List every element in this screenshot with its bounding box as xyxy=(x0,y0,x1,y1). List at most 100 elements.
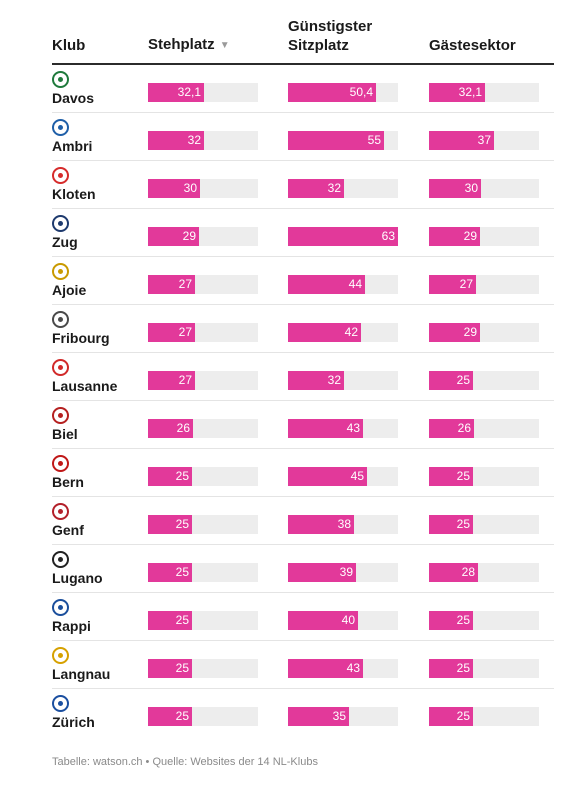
source-note: Tabelle: watson.ch • Quelle: Websites de… xyxy=(52,756,318,768)
bar-sitzplatz-track: 63 xyxy=(288,227,398,246)
header-divider xyxy=(52,63,554,65)
club-name: Ajoie xyxy=(52,282,87,298)
bar-stehplatz: 32 xyxy=(148,131,204,150)
bar-stehplatz-track: 25 xyxy=(148,611,258,630)
bar-stehplatz-track: 30 xyxy=(148,179,258,198)
table-row: Fribourg 27 42 29 xyxy=(52,305,554,353)
bar-sitzplatz: 32 xyxy=(288,371,344,390)
bar-sitzplatz-track: 44 xyxy=(288,275,398,294)
table-row: Genf 25 38 25 xyxy=(52,497,554,545)
club-logo-icon xyxy=(52,167,69,184)
bar-gaestesektor: 30 xyxy=(429,179,481,198)
bar-stehplatz-track: 25 xyxy=(148,467,258,486)
column-header-sitzplatz[interactable]: Günstigster Sitzplatz xyxy=(288,18,373,54)
bar-sitzplatz: 35 xyxy=(288,707,349,726)
bar-gaestesektor-track: 25 xyxy=(429,467,539,486)
bar-stehplatz: 25 xyxy=(148,467,192,486)
club-name: Biel xyxy=(52,426,78,442)
club-logo-icon xyxy=(52,263,69,280)
bar-stehplatz: 25 xyxy=(148,611,192,630)
club-name: Genf xyxy=(52,522,84,538)
club-name: Bern xyxy=(52,474,84,490)
bar-gaestesektor: 29 xyxy=(429,227,480,246)
bar-gaestesektor-track: 37 xyxy=(429,131,539,150)
club-logo-icon xyxy=(52,215,69,232)
club-name: Lausanne xyxy=(52,378,118,394)
bar-sitzplatz: 55 xyxy=(288,131,384,150)
table-row: Zug 29 63 29 xyxy=(52,209,554,257)
club-logo-icon xyxy=(52,647,69,664)
bar-gaestesektor-track: 28 xyxy=(429,563,539,582)
price-table: Klub Stehplatz ▼ Günstigster Sitzplatz Gä… xyxy=(52,0,554,737)
bar-sitzplatz: 42 xyxy=(288,323,361,342)
bar-sitzplatz-track: 42 xyxy=(288,323,398,342)
column-header-klub[interactable]: Klub xyxy=(52,37,86,54)
sort-descending-icon[interactable]: ▼ xyxy=(219,40,230,51)
bar-stehplatz-track: 27 xyxy=(148,323,258,342)
bar-sitzplatz-track: 35 xyxy=(288,707,398,726)
bar-sitzplatz: 38 xyxy=(288,515,354,534)
club-name: Lugano xyxy=(52,570,103,586)
club-logo-icon xyxy=(52,455,69,472)
bar-sitzplatz-track: 32 xyxy=(288,179,398,198)
table-row: Lugano 25 39 28 xyxy=(52,545,554,593)
bar-sitzplatz: 63 xyxy=(288,227,398,246)
bar-gaestesektor-track: 26 xyxy=(429,419,539,438)
bar-stehplatz: 25 xyxy=(148,563,192,582)
table-row: Zürich 25 35 25 xyxy=(52,689,554,737)
bar-sitzplatz: 43 xyxy=(288,419,363,438)
bar-stehplatz: 26 xyxy=(148,419,193,438)
bar-sitzplatz-track: 50,4 xyxy=(288,83,398,102)
bar-gaestesektor: 32,1 xyxy=(429,83,485,102)
bar-stehplatz: 27 xyxy=(148,323,195,342)
bar-gaestesektor-track: 27 xyxy=(429,275,539,294)
bar-gaestesektor: 27 xyxy=(429,275,476,294)
table-row: Lausanne 27 32 25 xyxy=(52,353,554,401)
bar-gaestesektor-track: 32,1 xyxy=(429,83,539,102)
club-logo-icon xyxy=(52,407,69,424)
table-row: Rappi 25 40 25 xyxy=(52,593,554,641)
club-name: Rappi xyxy=(52,618,91,634)
bar-sitzplatz: 45 xyxy=(288,467,367,486)
bar-sitzplatz-track: 43 xyxy=(288,419,398,438)
table-row: Langnau 25 43 25 xyxy=(52,641,554,689)
bar-gaestesektor: 25 xyxy=(429,611,473,630)
bar-sitzplatz: 39 xyxy=(288,563,356,582)
club-logo-icon xyxy=(52,311,69,328)
club-logo-icon xyxy=(52,359,69,376)
club-logo-icon xyxy=(52,71,69,88)
club-name: Zürich xyxy=(52,714,95,730)
table-row: Ajoie 27 44 27 xyxy=(52,257,554,305)
bar-stehplatz-track: 25 xyxy=(148,707,258,726)
column-header-stehplatz[interactable]: Stehplatz ▼ xyxy=(148,36,230,53)
bar-stehplatz-track: 27 xyxy=(148,275,258,294)
bar-sitzplatz-track: 39 xyxy=(288,563,398,582)
bar-gaestesektor: 28 xyxy=(429,563,478,582)
bar-gaestesektor-track: 29 xyxy=(429,323,539,342)
club-logo-icon xyxy=(52,503,69,520)
bar-gaestesektor: 25 xyxy=(429,467,473,486)
club-name: Langnau xyxy=(52,666,111,682)
table-body: Davos 32,1 50,4 32,1 Ambri 32 55 37 Kloten 30 32 30… xyxy=(52,65,554,737)
bar-stehplatz-track: 32,1 xyxy=(148,83,258,102)
bar-stehplatz: 25 xyxy=(148,707,192,726)
bar-sitzplatz: 50,4 xyxy=(288,83,376,102)
bar-gaestesektor: 25 xyxy=(429,371,473,390)
bar-stehplatz-track: 25 xyxy=(148,563,258,582)
club-logo-icon xyxy=(52,695,69,712)
club-name: Davos xyxy=(52,90,95,106)
bar-sitzplatz: 43 xyxy=(288,659,363,678)
club-name: Zug xyxy=(52,234,78,250)
bar-stehplatz-track: 25 xyxy=(148,659,258,678)
bar-gaestesektor-track: 25 xyxy=(429,515,539,534)
bar-gaestesektor: 25 xyxy=(429,515,473,534)
bar-gaestesektor: 25 xyxy=(429,659,473,678)
club-name: Ambri xyxy=(52,138,93,154)
table-row: Davos 32,1 50,4 32,1 xyxy=(52,65,554,113)
bar-sitzplatz-track: 40 xyxy=(288,611,398,630)
bar-sitzplatz-track: 43 xyxy=(288,659,398,678)
column-header-gaestesektor[interactable]: Gästesektor xyxy=(429,37,516,54)
club-name: Fribourg xyxy=(52,330,110,346)
bar-stehplatz: 32,1 xyxy=(148,83,204,102)
table-row: Bern 25 45 25 xyxy=(52,449,554,497)
